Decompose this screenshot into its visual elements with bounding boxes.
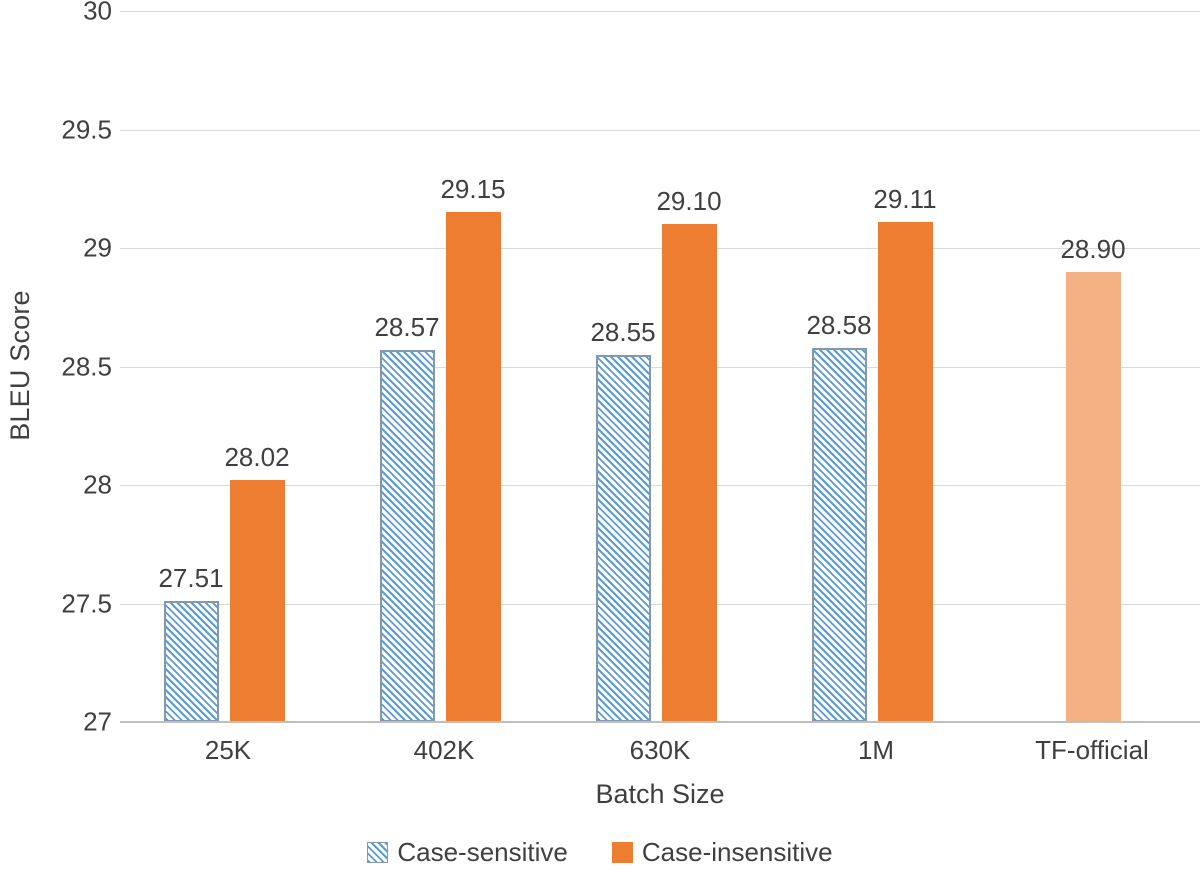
y-tick-label: 29	[83, 232, 112, 263]
gridline	[120, 485, 1200, 486]
bar-case-sensitive-25K[interactable]	[163, 601, 219, 722]
solid-orange-swatch	[611, 842, 633, 863]
x-axis-title: Batch Size	[595, 779, 725, 809]
x-tick-label-25K: 25K	[204, 735, 252, 765]
bar-label-case-insensitive-1M: 29.11	[873, 183, 937, 214]
bar-case-insensitive-402K[interactable]	[445, 212, 501, 722]
y-tick-label: 29.5	[61, 114, 112, 144]
gridline	[120, 366, 1200, 368]
bar-label-case-sensitive-25K: 27.51	[158, 563, 224, 594]
bar-label-case-sensitive-402K: 28.57	[374, 311, 440, 342]
bar-label-case-insensitive-630K: 29.10	[656, 186, 722, 217]
gridline	[120, 603, 1200, 605]
y-tick-label: 27	[83, 706, 112, 737]
legend-item-case-insensitive[interactable]: Case-insensitive	[611, 837, 833, 868]
bar-label-case-insensitive-25K: 28.02	[224, 442, 290, 473]
bar-label-case-insensitive-TF-official: 28.90	[1060, 233, 1126, 264]
x-tick-label-630K: 630K	[629, 735, 691, 765]
gridline	[120, 129, 1200, 131]
bar-case-insensitive-1M[interactable]	[877, 221, 933, 722]
x-axis-line	[120, 721, 1200, 723]
bar-case-sensitive-1M[interactable]	[811, 347, 867, 722]
bar-case-insensitive-630K[interactable]	[661, 224, 717, 722]
bar-case-sensitive-402K[interactable]	[379, 349, 435, 722]
x-tick-label-402K: 402K	[413, 735, 475, 765]
bar-tf-official-TF-official[interactable]	[1065, 271, 1121, 722]
bar-label-case-sensitive-630K: 28.55	[590, 316, 656, 347]
bar-case-insensitive-25K[interactable]	[229, 480, 285, 722]
legend-label: Case-insensitive	[641, 837, 833, 867]
plot-area: 27.51 28.02 28.57 29.15 28.55 29.10 28.58 29.11…	[120, 0, 1200, 723]
gridline	[120, 11, 1200, 12]
y-tick-label: 28	[83, 469, 112, 500]
legend-item-case-sensitive[interactable]: Case-sensitive	[367, 837, 568, 868]
y-axis-tick-labels: 27 27.5 28 28.5 29 29.5 30	[0, 0, 112, 870]
bar-case-sensitive-630K[interactable]	[595, 354, 651, 722]
hatched-blue-swatch	[367, 842, 389, 863]
y-tick-label: 30	[83, 0, 112, 26]
y-tick-label: 28.5	[61, 351, 112, 381]
bar-label-case-sensitive-1M: 28.58	[806, 309, 872, 340]
legend-label: Case-sensitive	[397, 837, 568, 867]
bar-label-case-insensitive-402K: 29.15	[440, 174, 506, 205]
gridline	[120, 248, 1200, 249]
y-tick-label: 27.5	[61, 588, 112, 618]
x-tick-label-TF-official: TF-official	[1035, 735, 1149, 765]
chart-legend: Case-sensitive Case-insensitive	[0, 837, 1200, 868]
x-tick-label-1M: 1M	[857, 735, 895, 765]
